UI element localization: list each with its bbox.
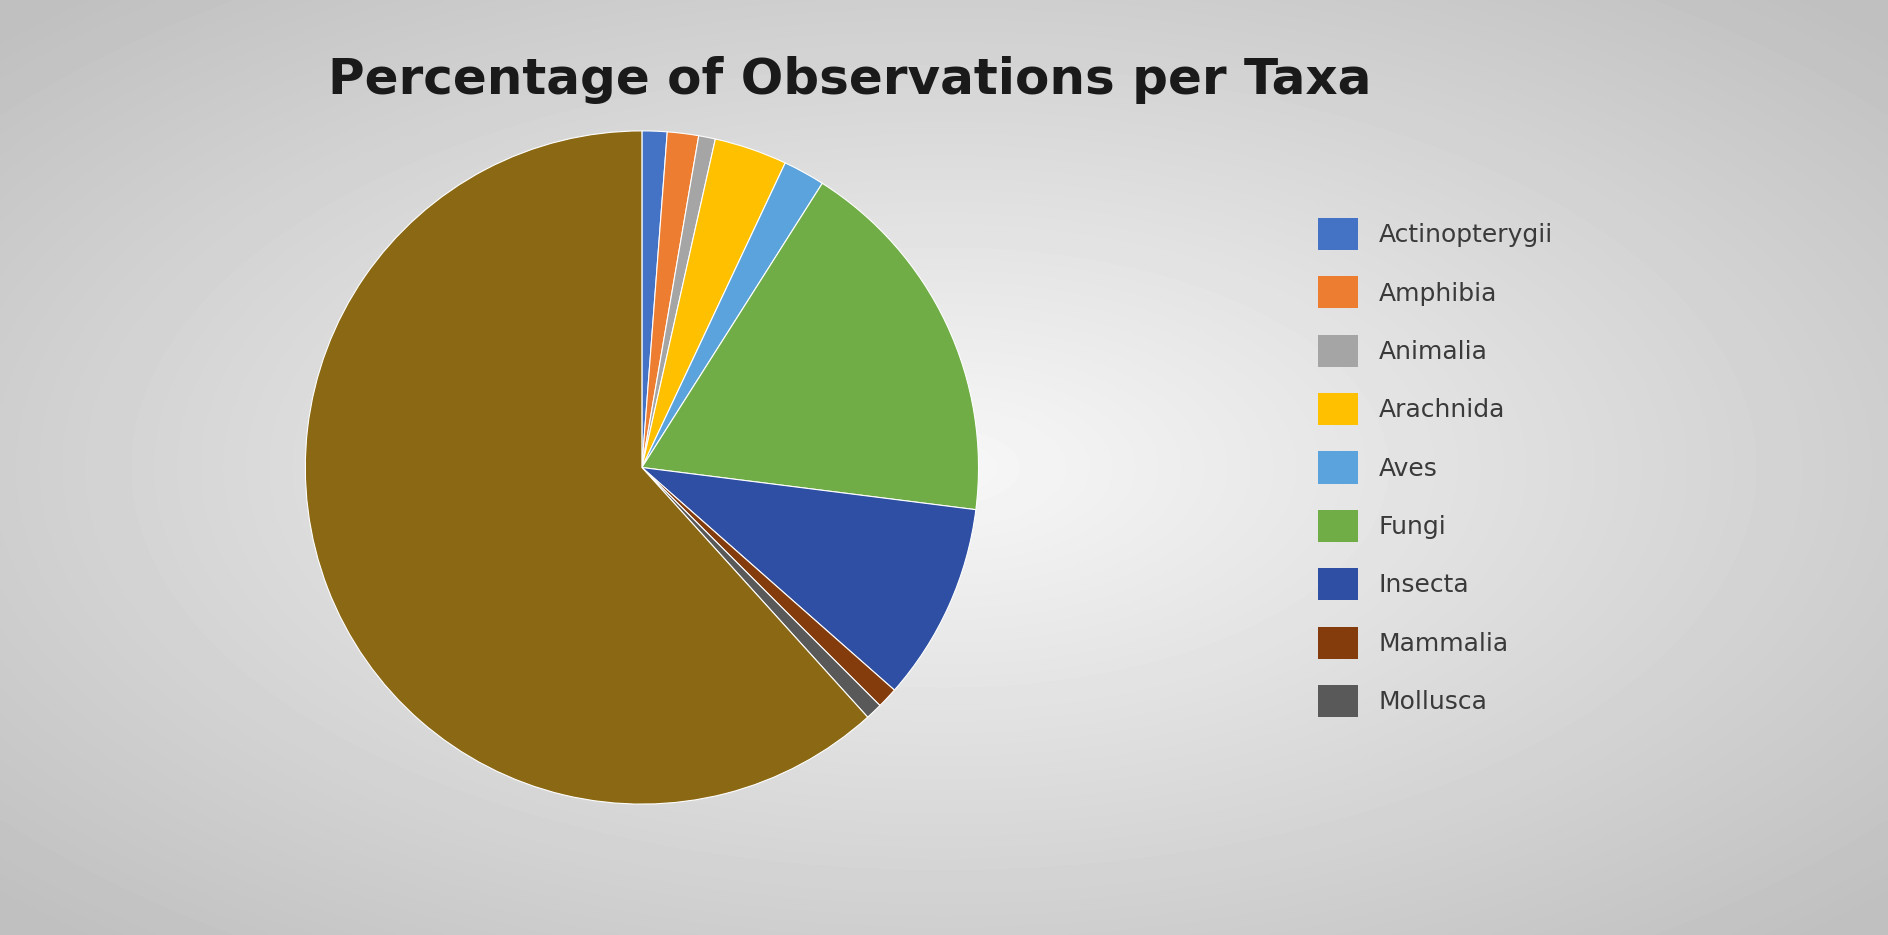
Text: Percentage of Observations per Taxa: Percentage of Observations per Taxa bbox=[329, 56, 1371, 104]
Legend: Actinopterygii, Amphibia, Animalia, Arachnida, Aves, Fungi, Insecta, Mammalia, M: Actinopterygii, Amphibia, Animalia, Arac… bbox=[1308, 208, 1563, 727]
Wedge shape bbox=[642, 468, 895, 706]
Wedge shape bbox=[642, 468, 976, 690]
Wedge shape bbox=[306, 131, 868, 804]
Wedge shape bbox=[642, 136, 716, 468]
Wedge shape bbox=[642, 132, 699, 467]
Wedge shape bbox=[642, 163, 823, 468]
Wedge shape bbox=[642, 183, 978, 510]
Wedge shape bbox=[642, 468, 880, 717]
Wedge shape bbox=[642, 139, 785, 468]
Wedge shape bbox=[642, 131, 666, 468]
